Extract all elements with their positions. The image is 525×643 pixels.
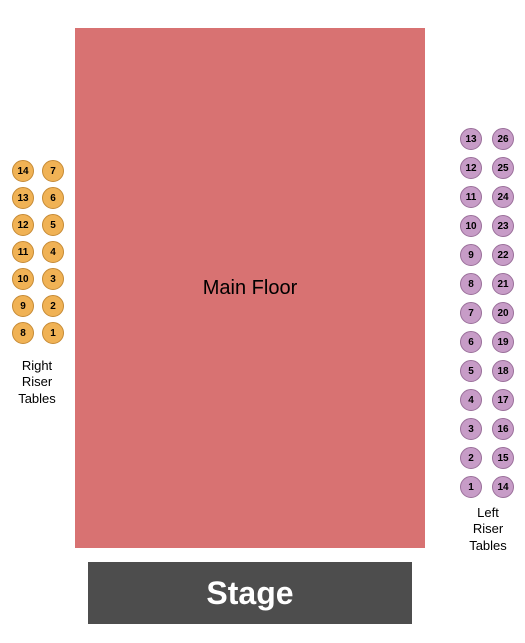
- left-riser-seat[interactable]: 19: [492, 331, 514, 353]
- right-riser-seat[interactable]: 13: [12, 187, 34, 209]
- right-riser-seat[interactable]: 11: [12, 241, 34, 263]
- left-riser-seat[interactable]: 8: [460, 273, 482, 295]
- right-riser-label-line: Tables: [12, 391, 62, 407]
- left-riser-seat[interactable]: 6: [460, 331, 482, 353]
- left-riser-seat[interactable]: 7: [460, 302, 482, 324]
- stage-section: Stage: [88, 562, 412, 624]
- right-riser-seat[interactable]: 12: [12, 214, 34, 236]
- stage-label: Stage: [206, 575, 293, 612]
- left-riser-seat[interactable]: 3: [460, 418, 482, 440]
- left-riser-seat[interactable]: 25: [492, 157, 514, 179]
- left-riser-seat[interactable]: 14: [492, 476, 514, 498]
- right-riser-seat[interactable]: 3: [42, 268, 64, 290]
- left-riser-label-line: Tables: [460, 538, 516, 554]
- left-riser-seat[interactable]: 15: [492, 447, 514, 469]
- right-riser-seat[interactable]: 8: [12, 322, 34, 344]
- right-riser-seat[interactable]: 6: [42, 187, 64, 209]
- left-riser-seat[interactable]: 17: [492, 389, 514, 411]
- right-riser-label: RightRiserTables: [12, 358, 62, 407]
- right-riser-seat[interactable]: 10: [12, 268, 34, 290]
- right-riser-label-line: Right: [12, 358, 62, 374]
- main-floor-section[interactable]: Main Floor: [75, 28, 425, 548]
- left-riser-seat[interactable]: 21: [492, 273, 514, 295]
- left-riser-seat[interactable]: 24: [492, 186, 514, 208]
- right-riser-seat[interactable]: 14: [12, 160, 34, 182]
- left-riser-seat[interactable]: 4: [460, 389, 482, 411]
- left-riser-label-line: Riser: [460, 521, 516, 537]
- left-riser-seat[interactable]: 22: [492, 244, 514, 266]
- right-riser-seat[interactable]: 4: [42, 241, 64, 263]
- left-riser-seat[interactable]: 12: [460, 157, 482, 179]
- left-riser-seat[interactable]: 9: [460, 244, 482, 266]
- right-riser-seat[interactable]: 5: [42, 214, 64, 236]
- left-riser-seat[interactable]: 16: [492, 418, 514, 440]
- right-riser-seat[interactable]: 9: [12, 295, 34, 317]
- left-riser-label-line: Left: [460, 505, 516, 521]
- left-riser-seat[interactable]: 18: [492, 360, 514, 382]
- left-riser-seat[interactable]: 23: [492, 215, 514, 237]
- right-riser-label-line: Riser: [12, 374, 62, 390]
- left-riser-seat[interactable]: 13: [460, 128, 482, 150]
- right-riser-seat[interactable]: 1: [42, 322, 64, 344]
- right-riser-seat[interactable]: 7: [42, 160, 64, 182]
- left-riser-seat[interactable]: 5: [460, 360, 482, 382]
- left-riser-seat[interactable]: 26: [492, 128, 514, 150]
- left-riser-label: LeftRiserTables: [460, 505, 516, 554]
- left-riser-seat[interactable]: 10: [460, 215, 482, 237]
- main-floor-label: Main Floor: [203, 277, 297, 300]
- left-riser-seat[interactable]: 2: [460, 447, 482, 469]
- right-riser-seat[interactable]: 2: [42, 295, 64, 317]
- left-riser-seat[interactable]: 11: [460, 186, 482, 208]
- left-riser-seat[interactable]: 20: [492, 302, 514, 324]
- left-riser-seat[interactable]: 1: [460, 476, 482, 498]
